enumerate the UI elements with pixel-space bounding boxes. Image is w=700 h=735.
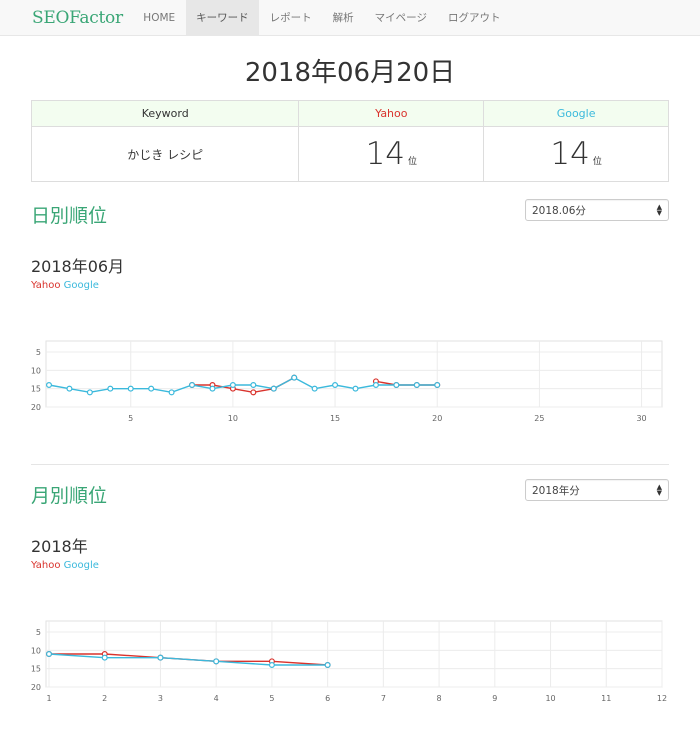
x-tick-label: 30 [636, 414, 646, 423]
google-data-point[interactable] [86, 389, 93, 396]
header-keyword: Keyword [30, 100, 300, 127]
google-data-point[interactable] [268, 661, 275, 668]
chart-frame [45, 620, 663, 688]
brand-factor: Factor [69, 7, 123, 28]
x-tick-label: 1 [46, 694, 51, 703]
x-tick-label: 12 [657, 694, 667, 703]
legend-google: Google [63, 560, 99, 571]
page-title: 2018年06月20日 [244, 58, 456, 88]
header-yahoo: Yahoo [298, 100, 485, 127]
x-tick-label: 4 [214, 694, 219, 703]
nav-item-mypage[interactable]: マイページ [374, 12, 427, 24]
x-tick-label: 9 [492, 694, 497, 703]
rank-table: Keyword Yahoo Google かじき レシピ 14 位 14 位 [30, 100, 669, 182]
google-data-point[interactable] [250, 381, 257, 388]
google-data-point[interactable] [413, 381, 420, 388]
y-tick-label: 10 [31, 646, 41, 655]
google-data-point[interactable] [101, 654, 108, 661]
monthly-legend: Yahoo Google [31, 560, 99, 571]
google-data-point[interactable] [291, 374, 298, 381]
daily-rank-title: 日別順位 [31, 205, 108, 227]
daily-legend: Yahoo Google [31, 280, 99, 291]
yahoo-rank: 14 [365, 136, 406, 172]
x-tick-label: 10 [228, 414, 238, 423]
x-tick-label: 6 [325, 694, 330, 703]
x-tick-label: 20 [432, 414, 442, 423]
yahoo-data-point[interactable] [250, 389, 257, 396]
google-rank-unit: 位 [592, 157, 602, 167]
y-tick-label: 10 [31, 366, 41, 375]
x-tick-label: 7 [381, 694, 386, 703]
x-tick-label: 5 [128, 414, 133, 423]
y-tick-label: 20 [31, 403, 41, 412]
nav-item-logout[interactable]: ログアウト [447, 12, 501, 24]
x-tick-label: 25 [534, 414, 544, 423]
google-data-point[interactable] [209, 385, 216, 392]
google-series-line [48, 653, 328, 666]
google-data-point[interactable] [213, 658, 220, 665]
y-tick-label: 15 [31, 665, 41, 674]
google-series-line [48, 376, 438, 394]
google-rank: 14 [550, 136, 590, 172]
x-tick-label: 11 [601, 694, 611, 703]
daily-chart-subtitle: 2018年06月 [31, 257, 125, 276]
x-tick-label: 3 [158, 694, 163, 703]
brand-logo[interactable]: SEO Factor [0, 0, 133, 35]
google-data-point[interactable] [107, 385, 114, 392]
google-data-point[interactable] [311, 385, 318, 392]
select-caret-icon: ▲ ▼ [656, 203, 662, 217]
nav-item-report[interactable]: レポート [269, 12, 312, 24]
yahoo-rank-unit: 位 [408, 157, 418, 167]
monthly-year-select[interactable]: 2018年分 ▲ ▼ [525, 479, 669, 501]
nav-menu: HOME キーワード レポート 解析 マイページ ログアウト [133, 0, 511, 35]
yahoo-rank-cell: 14 位 [298, 126, 485, 182]
brand-seo: SEO [32, 7, 70, 28]
google-data-point[interactable] [352, 385, 359, 392]
google-data-point[interactable] [157, 654, 164, 661]
monthly-select-value: 2018年分 [532, 484, 580, 497]
section-divider [31, 464, 669, 465]
x-tick-label: 10 [545, 694, 555, 703]
header-google: Google [483, 100, 669, 127]
google-data-point[interactable] [434, 381, 441, 388]
nav-item-analysis[interactable]: 解析 [332, 12, 354, 24]
y-tick-label: 20 [31, 683, 41, 692]
google-data-point[interactable] [324, 661, 331, 668]
legend-google: Google [63, 280, 99, 291]
google-data-point[interactable] [372, 381, 379, 388]
google-data-point[interactable] [168, 389, 175, 396]
monthly-chart-subtitle: 2018年 [31, 537, 88, 556]
google-data-point[interactable] [45, 381, 52, 388]
google-data-point[interactable] [127, 385, 134, 392]
chart-frame [45, 340, 663, 408]
google-data-point[interactable] [229, 381, 236, 388]
daily-rank-chart: 5 10 15 20 5 10 15 20 25 30 [31, 340, 663, 423]
google-data-point[interactable] [148, 385, 155, 392]
google-data-point[interactable] [270, 385, 277, 392]
google-data-point[interactable] [332, 381, 339, 388]
x-tick-label: 5 [269, 694, 274, 703]
google-data-point[interactable] [45, 650, 52, 657]
x-tick-label: 2 [102, 694, 107, 703]
nav-item-keyword[interactable]: キーワード [185, 0, 260, 35]
legend-yahoo: Yahoo [31, 280, 61, 291]
daily-month-select[interactable]: 2018.06分 ▲ ▼ [525, 199, 669, 221]
x-tick-label: 15 [330, 414, 340, 423]
keyword-cell: かじき レシピ [30, 126, 300, 182]
google-data-point[interactable] [189, 381, 196, 388]
y-tick-label: 5 [36, 348, 41, 357]
x-tick-label: 8 [437, 694, 442, 703]
navbar: SEO Factor HOME キーワード レポート 解析 マイページ ログアウト [0, 0, 700, 36]
daily-select-value: 2018.06分 [532, 204, 586, 217]
google-data-point[interactable] [66, 385, 73, 392]
google-rank-cell: 14 位 [483, 126, 669, 182]
select-caret-icon: ▲ ▼ [656, 483, 662, 497]
nav-item-home[interactable]: HOME [143, 11, 176, 24]
google-data-point[interactable] [393, 381, 400, 388]
y-tick-label: 15 [31, 385, 41, 394]
y-tick-label: 5 [36, 628, 41, 637]
legend-yahoo: Yahoo [31, 560, 61, 571]
monthly-rank-title: 月別順位 [31, 485, 108, 507]
